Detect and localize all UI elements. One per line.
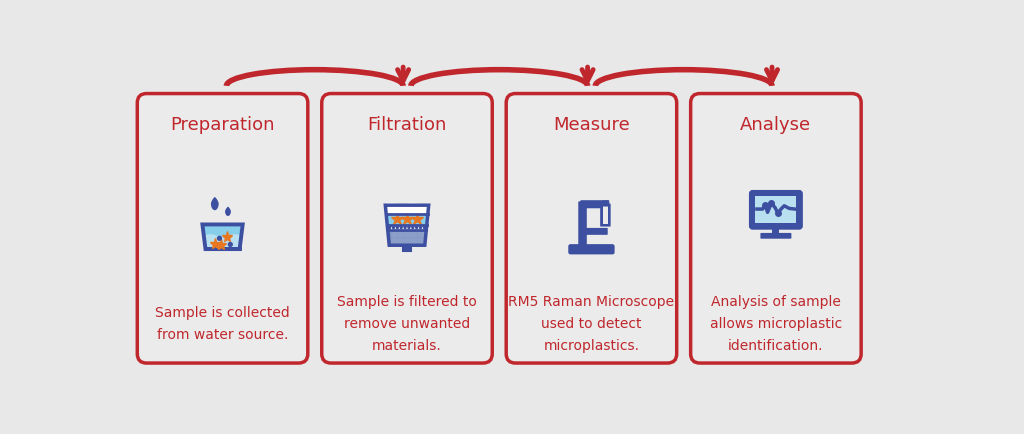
- Circle shape: [396, 227, 398, 229]
- Text: Filtration: Filtration: [368, 116, 446, 134]
- FancyBboxPatch shape: [581, 201, 609, 209]
- Circle shape: [412, 227, 414, 229]
- FancyBboxPatch shape: [411, 238, 418, 245]
- FancyBboxPatch shape: [756, 197, 797, 224]
- Circle shape: [424, 227, 425, 229]
- Polygon shape: [203, 225, 243, 237]
- FancyBboxPatch shape: [582, 228, 607, 235]
- FancyBboxPatch shape: [579, 202, 587, 248]
- Circle shape: [217, 237, 221, 241]
- FancyBboxPatch shape: [391, 238, 397, 245]
- Polygon shape: [203, 225, 243, 250]
- FancyBboxPatch shape: [411, 231, 418, 238]
- FancyBboxPatch shape: [418, 231, 424, 238]
- FancyBboxPatch shape: [137, 94, 308, 363]
- Polygon shape: [211, 197, 219, 211]
- FancyBboxPatch shape: [404, 231, 411, 238]
- Polygon shape: [385, 206, 429, 214]
- Text: Analysis of sample
allows microplastic
identification.: Analysis of sample allows microplastic i…: [710, 295, 842, 352]
- FancyBboxPatch shape: [603, 207, 608, 224]
- Text: Measure: Measure: [553, 116, 630, 134]
- Polygon shape: [225, 207, 230, 217]
- Text: RM5 Raman Microscope
used to detect
microplastics.: RM5 Raman Microscope used to detect micr…: [508, 295, 675, 352]
- FancyBboxPatch shape: [751, 192, 802, 229]
- Circle shape: [228, 243, 232, 247]
- FancyBboxPatch shape: [397, 231, 404, 238]
- Polygon shape: [387, 226, 427, 230]
- FancyBboxPatch shape: [506, 94, 677, 363]
- FancyBboxPatch shape: [322, 94, 493, 363]
- Circle shape: [408, 227, 410, 229]
- FancyBboxPatch shape: [772, 227, 779, 235]
- Circle shape: [416, 227, 418, 229]
- FancyBboxPatch shape: [404, 238, 411, 245]
- FancyBboxPatch shape: [602, 201, 608, 207]
- FancyBboxPatch shape: [569, 245, 614, 254]
- FancyBboxPatch shape: [418, 238, 424, 245]
- FancyBboxPatch shape: [761, 233, 792, 239]
- FancyBboxPatch shape: [391, 231, 397, 238]
- Polygon shape: [388, 230, 426, 246]
- Text: Sample is collected
from water source.: Sample is collected from water source.: [156, 306, 290, 341]
- Text: Preparation: Preparation: [170, 116, 274, 134]
- Polygon shape: [386, 214, 428, 226]
- Circle shape: [392, 227, 394, 229]
- Circle shape: [404, 227, 406, 229]
- Text: Sample is filtered to
remove unwanted
materials.: Sample is filtered to remove unwanted ma…: [337, 295, 477, 352]
- Circle shape: [420, 227, 422, 229]
- FancyBboxPatch shape: [690, 94, 861, 363]
- Text: Analyse: Analyse: [740, 116, 811, 134]
- FancyBboxPatch shape: [397, 238, 404, 245]
- FancyBboxPatch shape: [403, 246, 411, 251]
- Circle shape: [389, 227, 390, 229]
- FancyBboxPatch shape: [600, 204, 610, 227]
- Circle shape: [400, 227, 402, 229]
